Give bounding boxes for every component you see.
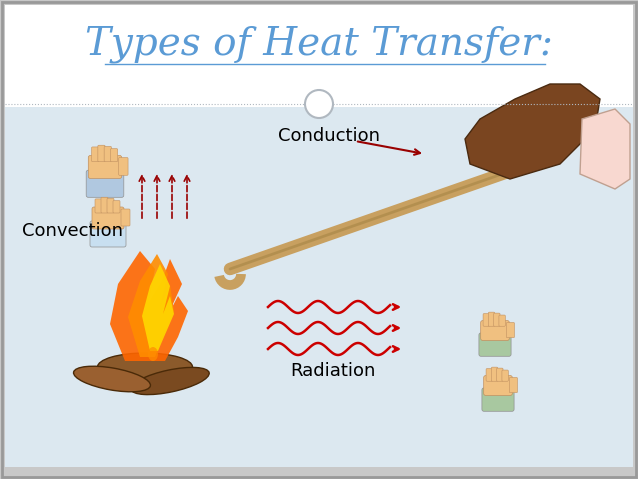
FancyBboxPatch shape [491,367,498,381]
FancyBboxPatch shape [494,313,500,326]
FancyBboxPatch shape [482,388,514,411]
Bar [5,5,633,109]
Ellipse shape [131,367,209,395]
Text: Types of Heat Transfer:: Types of Heat Transfer: [85,25,553,63]
FancyBboxPatch shape [90,221,126,247]
FancyBboxPatch shape [479,333,511,356]
FancyBboxPatch shape [486,369,493,381]
Text: Convection: Convection [22,222,123,240]
FancyBboxPatch shape [91,147,99,161]
FancyBboxPatch shape [483,314,489,326]
FancyBboxPatch shape [107,198,114,213]
Polygon shape [465,84,600,179]
FancyBboxPatch shape [502,370,508,381]
FancyBboxPatch shape [92,207,124,229]
FancyBboxPatch shape [101,197,108,213]
Polygon shape [110,251,188,361]
FancyBboxPatch shape [95,199,102,213]
FancyBboxPatch shape [86,170,124,197]
FancyBboxPatch shape [484,376,512,396]
FancyBboxPatch shape [88,156,122,178]
Polygon shape [128,254,174,357]
FancyBboxPatch shape [119,158,128,175]
FancyBboxPatch shape [488,312,494,326]
Text: Conduction: Conduction [278,127,380,145]
Bar [5,107,633,467]
FancyBboxPatch shape [507,322,514,338]
FancyBboxPatch shape [104,147,112,161]
FancyBboxPatch shape [98,145,105,161]
FancyBboxPatch shape [496,368,503,381]
Circle shape [305,90,333,118]
Polygon shape [580,109,630,189]
FancyBboxPatch shape [110,148,117,161]
Ellipse shape [98,353,193,381]
FancyBboxPatch shape [509,377,517,393]
Text: Radiation: Radiation [290,362,375,380]
Ellipse shape [148,347,158,361]
Ellipse shape [73,366,151,392]
FancyBboxPatch shape [499,315,505,326]
FancyBboxPatch shape [121,209,130,226]
FancyBboxPatch shape [113,201,120,213]
Polygon shape [142,264,174,351]
FancyBboxPatch shape [480,320,509,341]
